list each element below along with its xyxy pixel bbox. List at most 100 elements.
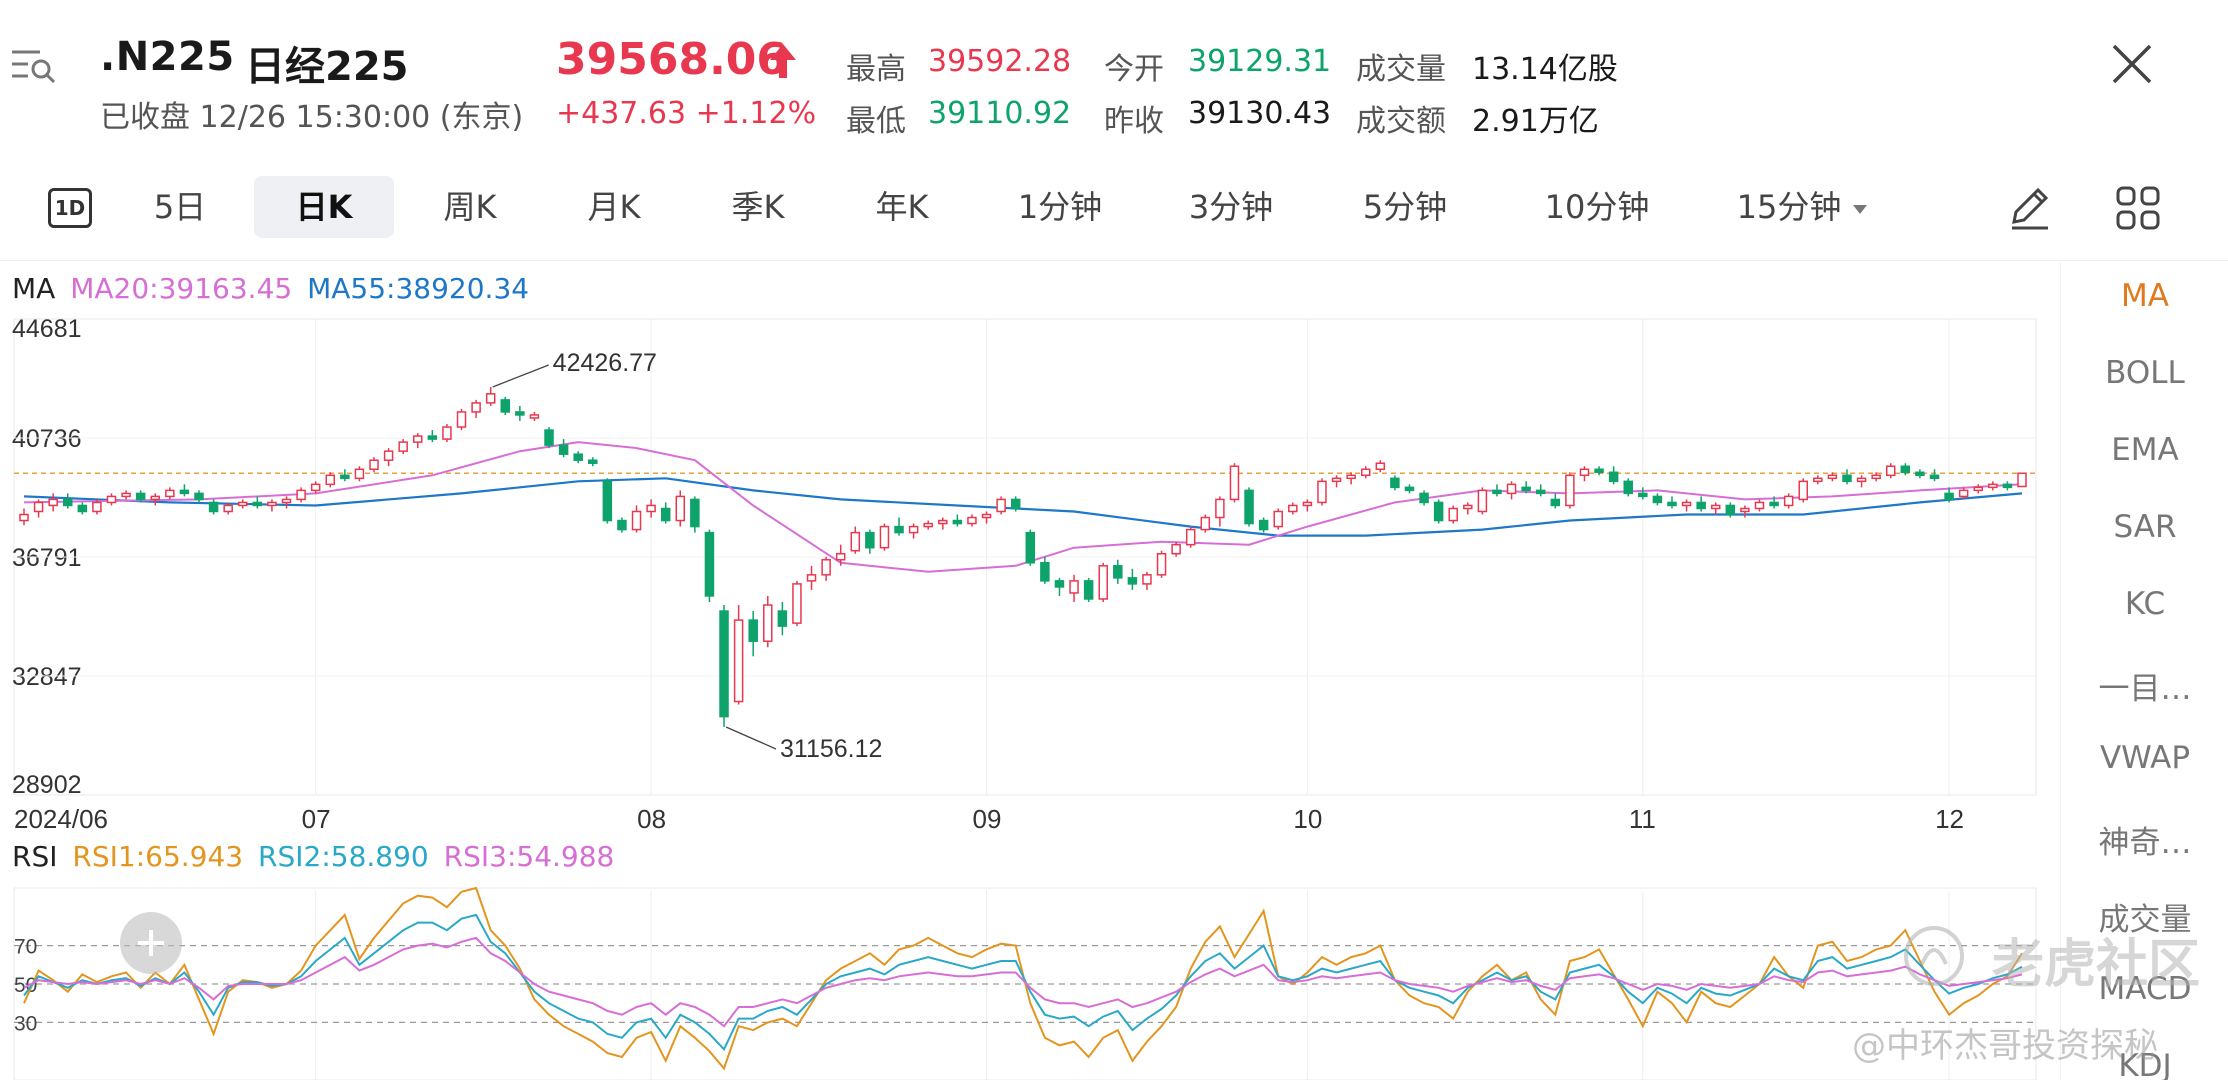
candle-body <box>1360 468 1371 477</box>
tab-yearly-k[interactable]: 年K <box>875 188 929 226</box>
open-value: 39129.31 <box>1188 44 1332 79</box>
indicator-9[interactable]: MACD <box>2098 971 2192 1007</box>
ma20-legend: MA20:39163.45 <box>70 272 293 305</box>
candle-body <box>77 504 88 513</box>
candle-body <box>1258 519 1269 531</box>
candle-body <box>194 492 204 501</box>
candle-body <box>19 513 29 522</box>
candle-body <box>427 435 438 440</box>
grid-layout-icon[interactable] <box>2112 182 2164 234</box>
kline-chart-area[interactable]: MA MA20:39163.45 MA55:38920.34 RSI RSI1:… <box>0 262 2060 1080</box>
candle-body <box>121 492 131 498</box>
candle-body <box>1142 574 1152 585</box>
low-annotation-line <box>725 726 777 750</box>
candle-body <box>1944 492 1954 501</box>
candle-body <box>1083 580 1094 600</box>
candle-body <box>1638 492 1648 498</box>
candle-body <box>1973 486 1983 492</box>
candle-body <box>456 411 467 428</box>
pen-draw-icon[interactable] <box>2004 182 2056 234</box>
candle-body <box>1710 504 1721 510</box>
candle-body <box>1506 483 1517 495</box>
rsi-tick-label: 50 <box>14 974 37 997</box>
add-button[interactable] <box>120 912 182 974</box>
indicator-8[interactable]: 成交量 <box>2098 902 2192 938</box>
candle-body <box>150 495 161 501</box>
candle-body <box>1813 477 1823 483</box>
tab-1min[interactable]: 1分钟 <box>1017 188 1103 226</box>
candle-body <box>1798 480 1808 501</box>
candle-body <box>1419 492 1429 504</box>
candle-body <box>792 583 802 624</box>
candle-body <box>1273 510 1283 528</box>
tab-3min[interactable]: 3分钟 <box>1188 188 1274 226</box>
low-value: 39110.92 <box>928 96 1072 131</box>
candle-body <box>500 399 511 413</box>
tab-15min-dropdown[interactable]: 15分钟 <box>1712 176 1892 238</box>
close-icon[interactable] <box>2108 40 2156 88</box>
candle-body <box>33 501 44 513</box>
ma20-line <box>23 441 2023 573</box>
candle-body <box>1696 501 1706 510</box>
low-annotation-label: 31156.12 <box>780 735 882 763</box>
candle-body <box>238 501 248 507</box>
candle-body <box>1856 477 1867 483</box>
candle-body <box>1127 577 1138 585</box>
candle-body <box>967 516 977 525</box>
candle-body <box>981 513 992 519</box>
indicator-3[interactable]: SAR <box>2113 509 2177 545</box>
candle-body <box>1054 580 1065 588</box>
tab-10min[interactable]: 10分钟 <box>1544 188 1650 226</box>
candle-body <box>354 468 365 480</box>
menu-search-icon[interactable] <box>10 44 58 84</box>
ma55-legend: MA55:38920.34 <box>307 272 530 305</box>
indicator-5[interactable]: 一目… <box>2098 671 2192 707</box>
tab-weekly-k[interactable]: 周K <box>443 188 497 226</box>
candle-body <box>1594 468 1604 474</box>
indicator-10[interactable]: KDJ <box>2118 1048 2172 1080</box>
candle-body <box>763 604 773 642</box>
candle-body <box>1346 474 1356 480</box>
candle-body <box>996 498 1006 513</box>
tab-5min[interactable]: 5分钟 <box>1362 188 1448 226</box>
plus-icon <box>138 930 164 956</box>
candle-body <box>135 492 146 501</box>
x-tick-label: 11 <box>1629 804 1656 834</box>
candle-body <box>1171 543 1181 555</box>
candle-body <box>660 507 671 522</box>
tab-daily-k[interactable]: 日K <box>254 176 394 238</box>
indicator-0[interactable]: MA <box>2121 278 2169 314</box>
candle-body <box>1900 465 1911 474</box>
candle-body <box>2002 483 2013 489</box>
tab-quarterly-k[interactable]: 季K <box>731 188 785 226</box>
candle-body <box>1885 465 1896 477</box>
candle-body <box>1215 498 1225 519</box>
candle-body <box>865 531 875 549</box>
indicator-6[interactable]: VWAP <box>2099 740 2191 776</box>
rsi-legend-label: RSI <box>12 840 58 873</box>
candle-body <box>1404 486 1415 492</box>
candle-body <box>1988 483 1998 489</box>
indicator-list: MA BOLL EMA SAR KC 一目… VWAP 神奇… 成交量 MACD KDJ <box>2060 262 2228 1080</box>
candle-body <box>719 610 729 718</box>
candle-body <box>1492 489 1502 495</box>
candle-body <box>471 402 481 413</box>
indicator-4[interactable]: KC <box>2124 586 2166 622</box>
high-annotation-label: 42426.77 <box>553 349 657 377</box>
indicator-1[interactable]: BOLL <box>2105 355 2185 391</box>
ma-legend: MA MA20:39163.45 MA55:38920.34 <box>12 272 529 305</box>
candle-body <box>1375 462 1386 471</box>
tab-monthly-k[interactable]: 月K <box>587 188 641 226</box>
indicator-7[interactable]: 神奇… <box>2098 825 2192 861</box>
candle-body <box>690 498 700 528</box>
candle-body <box>1025 531 1036 564</box>
candle-body <box>1477 489 1488 513</box>
candle-body <box>1579 468 1590 477</box>
candle-body <box>48 498 58 507</box>
indicator-2[interactable]: EMA <box>2111 432 2179 468</box>
y-tick-label: 44681 <box>12 315 82 343</box>
candle-body <box>165 489 175 498</box>
one-day-icon[interactable]: 1D <box>48 188 92 228</box>
tab-5d[interactable]: 5日 <box>153 188 207 226</box>
candle-body <box>573 453 583 461</box>
